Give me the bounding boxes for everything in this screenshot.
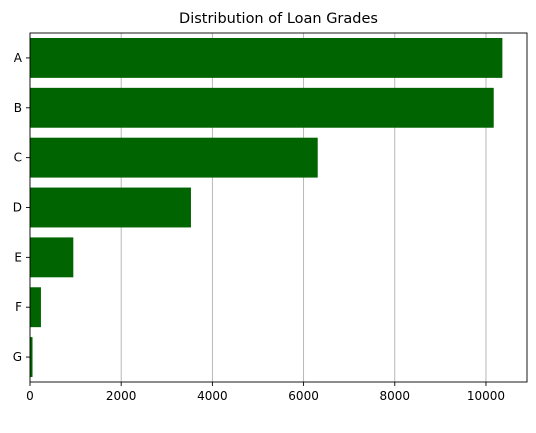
y-tick-label: G (13, 350, 22, 364)
x-tick-label: 10000 (467, 389, 505, 403)
y-tick-label: D (13, 201, 22, 215)
bars (30, 37, 503, 378)
y-axis: A B C D E F G (13, 51, 30, 364)
y-tick-label: F (15, 300, 22, 314)
x-tick-label: 0 (26, 389, 34, 403)
x-axis: 0 2000 4000 6000 8000 10000 (26, 382, 505, 403)
bar-g (30, 337, 33, 378)
bar-a (30, 37, 503, 78)
bar-b (30, 87, 494, 128)
bar-f (30, 287, 41, 328)
y-tick-label: B (14, 101, 22, 115)
x-tick-label: 8000 (379, 389, 410, 403)
y-tick-label: A (14, 51, 23, 65)
x-tick-label: 4000 (197, 389, 228, 403)
y-tick-label: E (14, 250, 22, 264)
y-tick-label: C (14, 151, 22, 165)
x-tick-label: 2000 (106, 389, 137, 403)
bar-d (30, 187, 191, 228)
chart-title: Distribution of Loan Grades (179, 11, 378, 27)
x-tick-label: 6000 (288, 389, 319, 403)
bar-c (30, 137, 318, 178)
bar-e (30, 237, 74, 278)
